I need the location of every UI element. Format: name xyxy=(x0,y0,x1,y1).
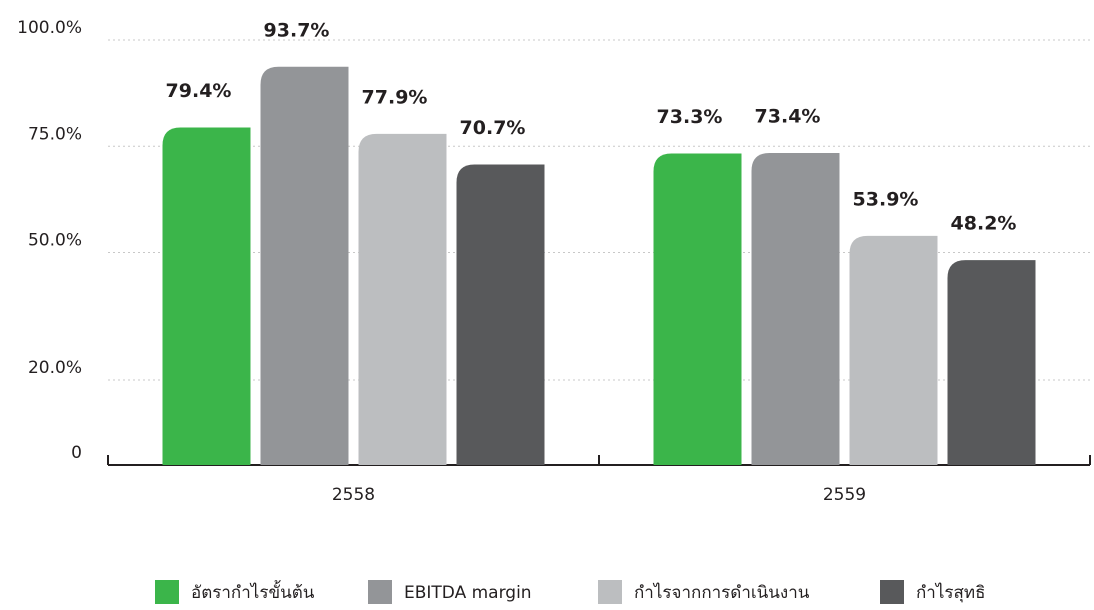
bar xyxy=(456,164,545,465)
value-label: 70.7% xyxy=(460,117,526,139)
legend-label: กำไรสุทธิ xyxy=(916,582,985,603)
legend-swatch xyxy=(155,580,179,604)
y-tick-label: 100.0% xyxy=(17,18,82,38)
legend-label: กำไรจากการดำเนินงาน xyxy=(634,582,810,603)
legend-swatch xyxy=(598,580,622,604)
bar xyxy=(751,153,840,466)
value-label: 79.4% xyxy=(166,80,232,102)
y-tick-label: 50.0% xyxy=(28,231,82,251)
value-label: 73.3% xyxy=(657,106,723,128)
y-tick-label: 0 xyxy=(71,443,82,463)
x-tick-label: 2559 xyxy=(823,485,866,505)
x-tick-label: 2558 xyxy=(332,485,375,505)
legend-swatch xyxy=(880,580,904,604)
value-label: 73.4% xyxy=(755,106,821,128)
value-label: 53.9% xyxy=(853,188,919,210)
bar xyxy=(260,66,349,466)
bar xyxy=(849,235,938,465)
value-label: 93.7% xyxy=(264,19,330,41)
legend-label: EBITDA margin xyxy=(404,583,532,603)
value-label: 48.2% xyxy=(951,213,1017,235)
legend-swatch xyxy=(368,580,392,604)
bar xyxy=(653,153,742,465)
legend-label: อัตรากำไรขั้นต้น xyxy=(191,580,315,603)
value-label: 77.9% xyxy=(362,86,428,108)
y-tick-label: 20.0% xyxy=(28,358,82,378)
y-tick-label: 75.0% xyxy=(28,124,82,144)
bar xyxy=(358,133,447,466)
bar xyxy=(947,260,1036,465)
bar xyxy=(162,127,251,466)
